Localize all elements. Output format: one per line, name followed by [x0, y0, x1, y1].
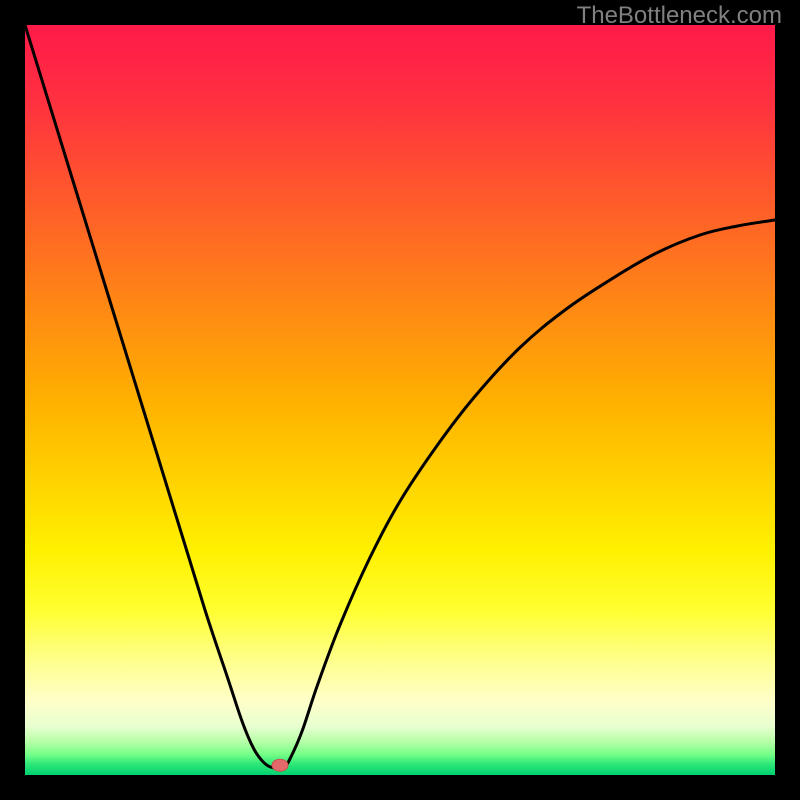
- plot-gradient-background: [25, 25, 775, 775]
- valley-marker: [272, 759, 288, 771]
- chart-svg: [0, 0, 800, 800]
- chart-stage: TheBottleneck.com: [0, 0, 800, 800]
